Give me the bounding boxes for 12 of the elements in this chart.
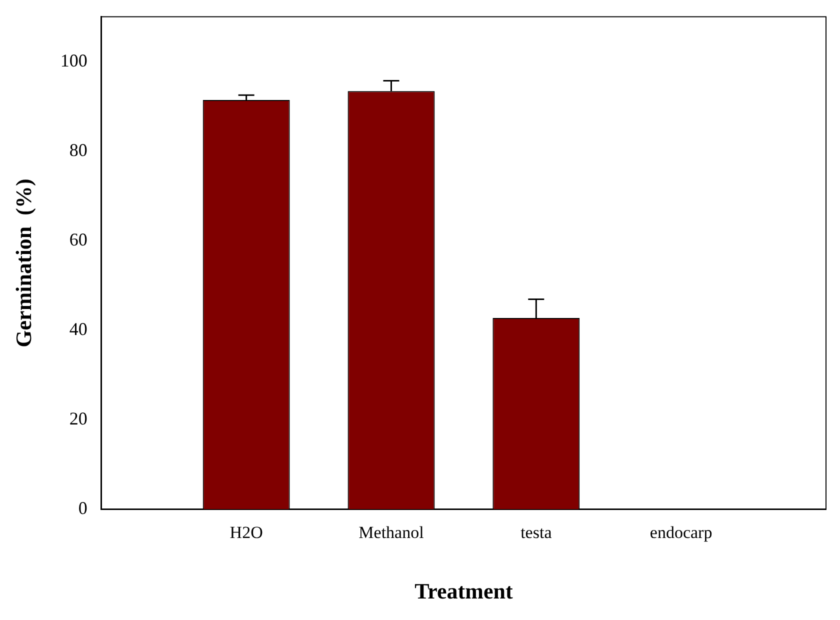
x-tick-label: Methanol (358, 522, 424, 542)
y-tick-label: 80 (69, 140, 88, 160)
x-tick-label: testa (520, 522, 552, 542)
x-axis-title: Treatment (414, 578, 514, 604)
y-tick-label: 20 (69, 408, 88, 428)
y-tick-label: 60 (69, 229, 88, 250)
y-axis-title: Germination (%) (10, 178, 36, 348)
x-tick-label: H2O (230, 522, 263, 542)
y-tick-label: 100 (60, 50, 88, 70)
y-tick-label: 40 (69, 318, 88, 339)
y-tick-label: 0 (78, 498, 88, 518)
x-tick-label: endocarp (650, 522, 712, 542)
